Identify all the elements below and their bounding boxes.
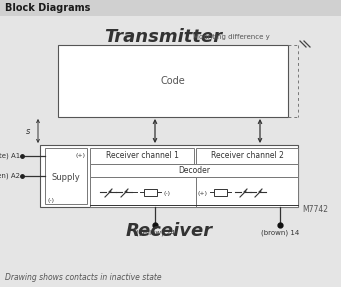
Text: Decoder: Decoder — [178, 166, 210, 175]
Text: M7742: M7742 — [302, 205, 328, 214]
Text: Receiver channel 2: Receiver channel 2 — [210, 152, 283, 160]
Bar — [196, 148, 298, 164]
Text: Drawing shows contacts in inactive state: Drawing shows contacts in inactive state — [5, 274, 162, 282]
Text: s: s — [26, 127, 30, 135]
Text: Block Diagrams: Block Diagrams — [5, 3, 90, 13]
Bar — [196, 177, 298, 207]
Bar — [45, 148, 87, 204]
Bar — [58, 45, 288, 117]
Text: Receiver channel 1: Receiver channel 1 — [106, 152, 178, 160]
Bar — [90, 148, 194, 164]
Text: (brown) 14: (brown) 14 — [261, 230, 299, 236]
Bar — [90, 177, 196, 207]
Bar — [144, 189, 157, 195]
Text: (green) A2: (green) A2 — [0, 173, 20, 179]
Text: (+): (+) — [198, 191, 208, 195]
Bar — [40, 145, 298, 207]
Text: Transmitter: Transmitter — [104, 28, 222, 46]
Text: (+): (+) — [76, 153, 86, 158]
Bar — [90, 164, 298, 177]
Text: Code: Code — [161, 76, 186, 86]
Text: Mounting difference y: Mounting difference y — [193, 34, 270, 40]
Text: (white) A1: (white) A1 — [0, 153, 20, 159]
Bar — [213, 189, 226, 195]
Bar — [0, 0, 341, 16]
Text: (-): (-) — [164, 191, 171, 195]
Text: Receiver: Receiver — [125, 222, 212, 240]
Text: (yellow) 24: (yellow) 24 — [136, 230, 175, 236]
Text: Supply: Supply — [51, 174, 80, 183]
Text: (-): (-) — [47, 198, 54, 203]
